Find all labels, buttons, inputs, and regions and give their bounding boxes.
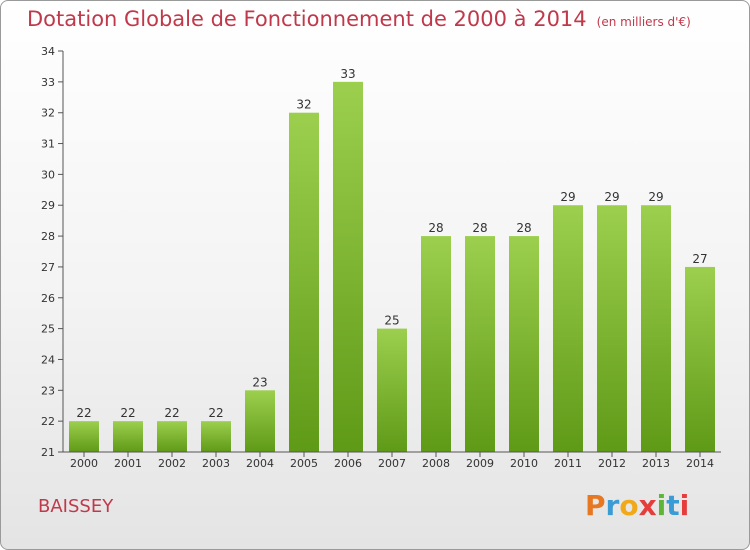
data-label-2006: 33 — [340, 67, 355, 81]
bar-2014 — [685, 266, 715, 452]
x-tick-label-2014: 2014 — [686, 457, 714, 470]
x-tick-label-2002: 2002 — [158, 457, 186, 470]
y-tick-label-21: 21 — [41, 446, 55, 459]
data-label-2004: 23 — [252, 375, 267, 389]
commune-name: BAISSEY — [38, 496, 114, 517]
y-tick-label-34: 34 — [41, 45, 55, 58]
logo-letter: t — [666, 489, 680, 522]
bar-2010 — [509, 236, 539, 452]
y-tick-label-22: 22 — [41, 415, 55, 428]
logo-letter: i — [656, 489, 667, 522]
x-tick-label-2006: 2006 — [334, 457, 362, 470]
data-label-2010: 28 — [516, 221, 531, 235]
bar-2012 — [597, 205, 627, 452]
x-tick-label-2012: 2012 — [598, 457, 626, 470]
bar-2002 — [157, 421, 187, 452]
data-label-2012: 29 — [604, 190, 619, 204]
bar-2004 — [245, 390, 275, 452]
y-tick-label-27: 27 — [41, 261, 55, 274]
data-label-2000: 22 — [76, 406, 91, 420]
proxiti-logo[interactable]: Proxiti — [585, 489, 689, 522]
y-tick-label-28: 28 — [41, 230, 55, 243]
y-tick-label-23: 23 — [41, 384, 55, 397]
x-tick-label-2003: 2003 — [202, 457, 230, 470]
data-label-2002: 22 — [164, 406, 179, 420]
logo-letter: r — [605, 489, 620, 522]
bar-2006 — [333, 81, 363, 452]
bar-2013 — [641, 205, 671, 452]
data-label-2005: 32 — [296, 98, 311, 112]
data-label-2013: 29 — [648, 190, 663, 204]
y-tick-label-33: 33 — [41, 76, 55, 89]
y-tick-label-25: 25 — [41, 323, 55, 336]
data-label-2007: 25 — [384, 314, 399, 328]
x-tick-label-2001: 2001 — [114, 457, 142, 470]
data-label-2009: 28 — [472, 221, 487, 235]
logo-letter: i — [679, 489, 690, 522]
bar-2001 — [113, 421, 143, 452]
data-label-2011: 29 — [560, 190, 575, 204]
bar-2011 — [553, 205, 583, 452]
y-tick-label-29: 29 — [41, 199, 55, 212]
x-tick-label-2011: 2011 — [554, 457, 582, 470]
logo-letter: x — [638, 489, 657, 522]
chart-subtitle: (en milliers d'€) — [596, 15, 691, 29]
bar-2000 — [69, 421, 99, 452]
x-tick-label-2010: 2010 — [510, 457, 538, 470]
bar-2003 — [201, 421, 231, 452]
logo-letter: o — [619, 489, 639, 522]
bar-2009 — [465, 236, 495, 452]
chart-title: Dotation Globale de Fonctionnement de 20… — [27, 7, 691, 31]
x-tick-label-2013: 2013 — [642, 457, 670, 470]
data-label-2008: 28 — [428, 221, 443, 235]
data-label-2003: 22 — [208, 406, 223, 420]
y-tick-label-30: 30 — [41, 168, 55, 181]
chart-title-text: Dotation Globale de Fonctionnement de 20… — [27, 7, 587, 31]
y-tick-label-31: 31 — [41, 138, 55, 151]
x-tick-label-2004: 2004 — [246, 457, 274, 470]
x-tick-label-2005: 2005 — [290, 457, 318, 470]
data-label-2001: 22 — [120, 406, 135, 420]
axes-group: 2000 2001 2002 2003 2004 2005 2006 2007 2008 2009… — [41, 45, 721, 470]
bars-group: 22 22 22 22 23 32 33 25 28 28 28 29 29 29 27 — [69, 67, 715, 452]
x-tick-label-2008: 2008 — [422, 457, 450, 470]
data-label-2014: 27 — [692, 252, 707, 266]
y-tick-label-26: 26 — [41, 292, 55, 305]
y-tick-label-32: 32 — [41, 107, 55, 120]
bar-2007 — [377, 328, 407, 452]
logo-letter: P — [585, 489, 606, 522]
bar-2005 — [289, 112, 319, 452]
x-tick-label-2007: 2007 — [378, 457, 406, 470]
x-tick-label-2009: 2009 — [466, 457, 494, 470]
bar-2008 — [421, 236, 451, 452]
y-tick-label-24: 24 — [41, 353, 55, 366]
x-tick-label-2000: 2000 — [70, 457, 98, 470]
